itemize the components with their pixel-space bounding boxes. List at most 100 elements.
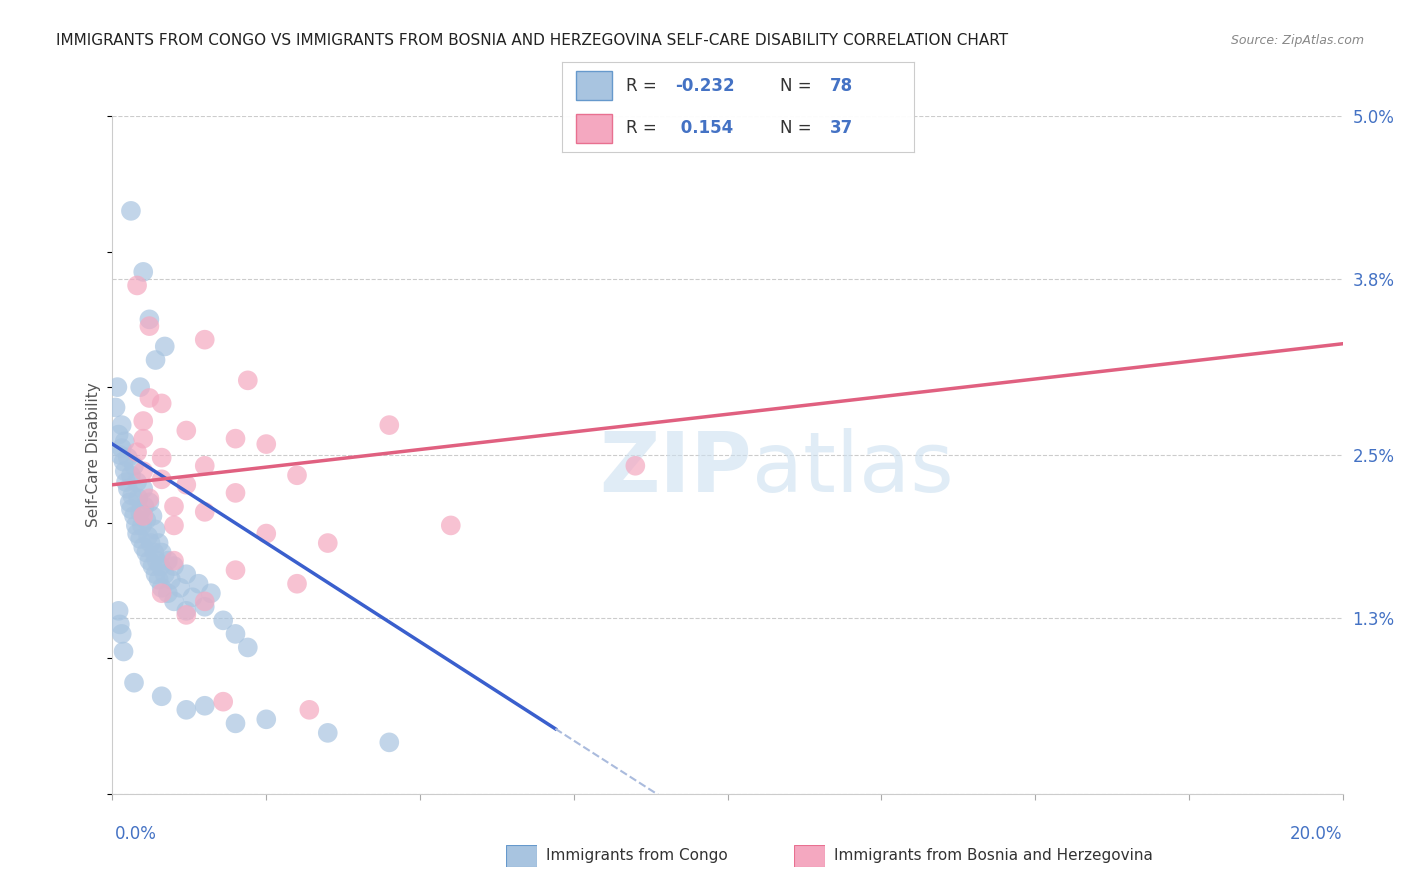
Point	[132, 508, 155, 523]
Text: Immigrants from Congo: Immigrants from Congo	[546, 848, 727, 863]
Point	[146, 554, 169, 568]
Point	[138, 319, 160, 334]
Text: R =: R =	[626, 120, 662, 137]
Point	[135, 545, 157, 559]
Point	[138, 554, 160, 568]
Point	[138, 495, 160, 509]
Point	[121, 489, 143, 503]
Point	[298, 703, 321, 717]
Point	[150, 586, 173, 600]
Point	[141, 559, 163, 574]
Point	[111, 441, 134, 455]
Point	[104, 401, 127, 415]
Point	[114, 434, 136, 449]
Point	[225, 716, 247, 731]
Point	[153, 567, 176, 582]
Text: R =: R =	[626, 77, 662, 95]
Point	[225, 627, 247, 641]
Point	[125, 518, 148, 533]
Point	[156, 586, 179, 600]
Point	[127, 445, 149, 459]
Point	[112, 455, 135, 469]
Point	[149, 559, 172, 574]
Point	[174, 607, 197, 622]
Text: ZIP: ZIP	[600, 428, 752, 509]
Text: atlas: atlas	[752, 428, 953, 509]
Text: N =: N =	[780, 120, 817, 137]
Point	[254, 437, 277, 451]
Point	[117, 450, 139, 465]
Point	[112, 644, 135, 658]
FancyBboxPatch shape	[794, 845, 825, 867]
Point	[139, 536, 162, 550]
Point	[122, 508, 145, 523]
Point	[111, 627, 134, 641]
Point	[134, 500, 156, 514]
Point	[127, 526, 149, 541]
Point	[194, 698, 217, 713]
Point	[135, 513, 157, 527]
Text: 0.0%: 0.0%	[115, 825, 157, 843]
Point	[150, 690, 173, 704]
Point	[127, 278, 149, 293]
Point	[150, 581, 173, 595]
Point	[163, 500, 186, 514]
Point	[111, 418, 134, 433]
Point	[169, 581, 191, 595]
Text: 37: 37	[830, 120, 853, 137]
Point	[132, 482, 155, 496]
Point	[174, 567, 197, 582]
Point	[150, 396, 173, 410]
Point	[148, 573, 170, 587]
Point	[132, 540, 155, 554]
Point	[141, 508, 163, 523]
Text: -0.232: -0.232	[675, 77, 734, 95]
Point	[163, 594, 186, 608]
Point	[160, 573, 183, 587]
Point	[120, 468, 142, 483]
Point	[174, 604, 197, 618]
Point	[132, 414, 155, 428]
Point	[136, 529, 159, 543]
Text: IMMIGRANTS FROM CONGO VS IMMIGRANTS FROM BOSNIA AND HERZEGOVINA SELF-CARE DISABI: IMMIGRANTS FROM CONGO VS IMMIGRANTS FROM…	[56, 33, 1008, 47]
FancyBboxPatch shape	[576, 114, 612, 143]
Point	[212, 695, 235, 709]
Point	[378, 418, 401, 433]
Text: N =: N =	[780, 77, 817, 95]
Point	[145, 523, 167, 537]
Text: 20.0%: 20.0%	[1291, 825, 1343, 843]
Point	[148, 536, 170, 550]
Text: 78: 78	[830, 77, 852, 95]
Point	[156, 554, 179, 568]
Point	[122, 675, 145, 690]
Point	[115, 475, 138, 489]
Text: Immigrants from Bosnia and Herzegovina: Immigrants from Bosnia and Herzegovina	[834, 848, 1153, 863]
Y-axis label: Self-Care Disability: Self-Care Disability	[86, 383, 101, 527]
Point	[122, 458, 145, 473]
Point	[153, 339, 176, 353]
Point	[120, 502, 142, 516]
Point	[131, 518, 153, 533]
Point	[174, 703, 197, 717]
Point	[285, 468, 308, 483]
Point	[254, 526, 277, 541]
Point	[254, 712, 277, 726]
Point	[200, 586, 222, 600]
Text: Source: ZipAtlas.com: Source: ZipAtlas.com	[1230, 34, 1364, 46]
FancyBboxPatch shape	[576, 71, 612, 100]
Point	[378, 735, 401, 749]
Point	[107, 380, 129, 394]
Point	[127, 491, 149, 506]
FancyBboxPatch shape	[506, 845, 537, 867]
Point	[107, 427, 129, 442]
Point	[212, 613, 235, 627]
Point	[163, 559, 186, 574]
Point	[145, 567, 167, 582]
Point	[129, 532, 152, 546]
Point	[225, 432, 247, 446]
Point	[163, 518, 186, 533]
Point	[225, 563, 247, 577]
Point	[236, 373, 259, 387]
Point	[150, 472, 173, 486]
Point	[194, 505, 217, 519]
